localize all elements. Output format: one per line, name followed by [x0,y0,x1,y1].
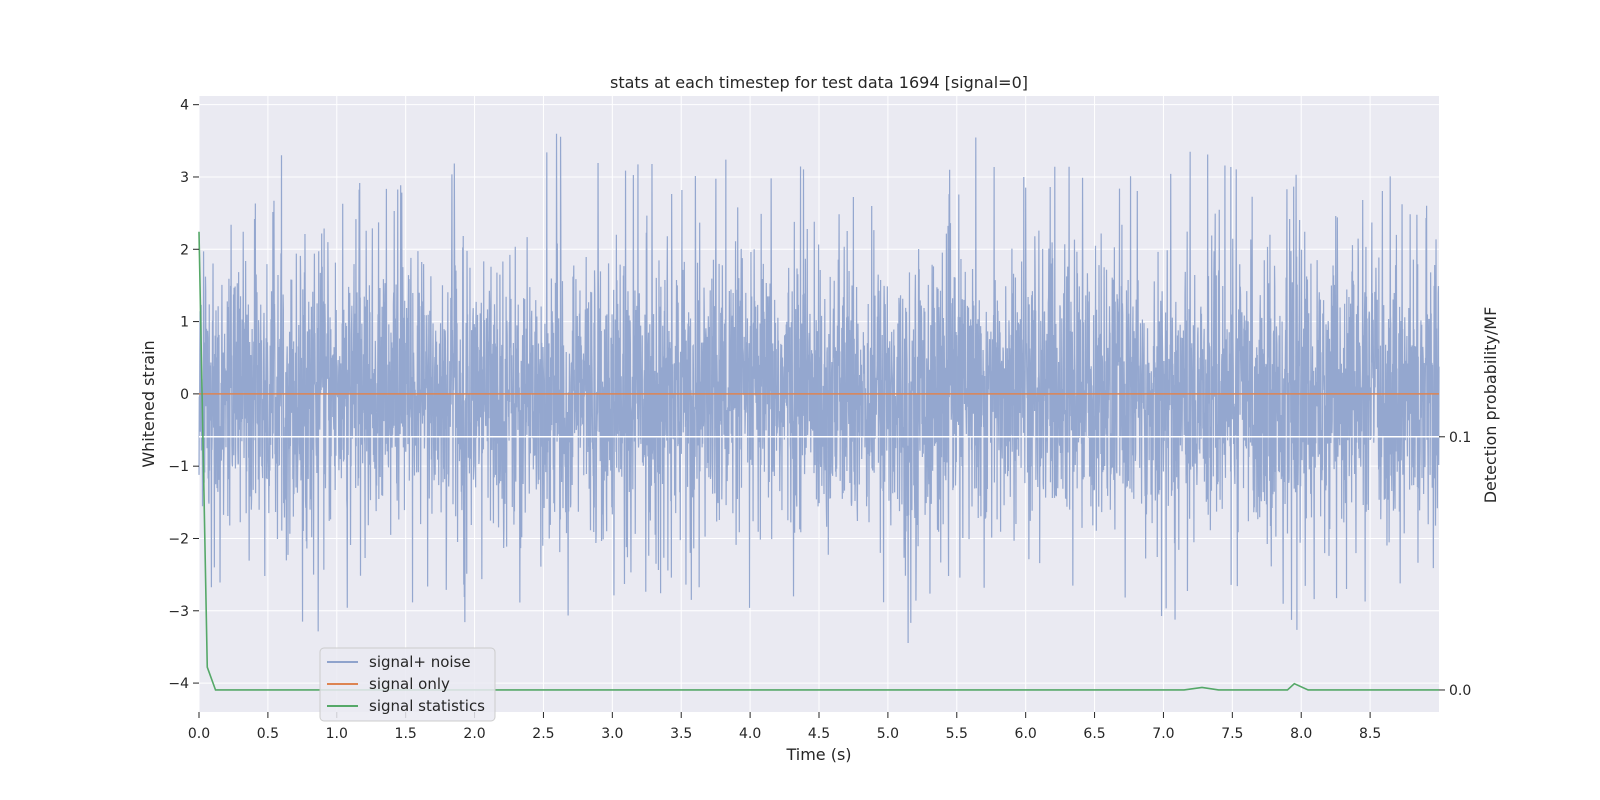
legend: signal+ noise signal only signal statist… [319,647,496,722]
left-y-tick-label-8: −4 [168,676,189,692]
x-tick-label-15: 7.5 [1221,726,1243,742]
series-signal-noise [198,133,1440,644]
right-y-tick-label-0: 0.1 [1449,430,1471,446]
x-axis: 0.0 0.5 1.0 1.5 2.0 2.5 3.0 3.5 4.0 4.5 5.0 5.5 6.0 6… [188,712,1381,742]
x-tick-label-13: 6.5 [1083,726,1105,742]
right-y-tick-label-1: 0.0 [1449,683,1471,699]
legend-box [319,647,496,722]
left-y-axis-label: Whitened strain [139,340,158,467]
x-axis-label: Time (s) [785,745,851,764]
x-tick-label-7: 3.5 [670,726,692,742]
x-tick-label-1: 0.5 [257,726,279,742]
chart-title: stats at each timestep for test data 169… [610,73,1028,92]
right-y-axis: 0.1 0.0 [1439,430,1471,699]
left-y-tick-label-1: 3 [180,170,189,186]
series-signal-statistics [198,231,1439,691]
x-tick-label-6: 3.0 [601,726,623,742]
right-y-axis-label: Detection probability/MF [1481,307,1500,504]
legend-label-signal-noise: signal+ noise [369,653,471,671]
x-tick-label-12: 6.0 [1015,726,1037,742]
x-tick-label-0: 0.0 [188,726,210,742]
legend-label-signal-statistics: signal statistics [369,697,485,715]
x-tick-label-16: 8.0 [1290,726,1312,742]
left-y-tick-label-4: 0 [180,387,189,403]
x-tick-label-14: 7.0 [1152,726,1174,742]
x-tick-label-4: 2.0 [463,726,485,742]
left-y-tick-label-5: −1 [168,459,189,475]
x-tick-label-5: 2.5 [532,726,554,742]
x-tick-label-3: 1.5 [395,726,417,742]
left-y-tick-label-3: 1 [180,315,189,331]
x-tick-label-9: 4.5 [808,726,830,742]
left-y-tick-label-2: 2 [180,242,189,258]
x-tick-label-8: 4.0 [739,726,761,742]
left-y-tick-label-0: 4 [180,98,189,114]
left-y-axis: 4 3 2 1 0 −1 −2 −3 −4 [168,98,199,692]
series-layer [198,133,1440,691]
x-tick-label-17: 8.5 [1359,726,1381,742]
left-y-tick-label-6: −2 [168,531,189,547]
x-tick-label-11: 5.5 [946,726,968,742]
x-tick-label-10: 5.0 [877,726,899,742]
left-y-tick-label-7: −3 [168,604,189,620]
x-tick-label-2: 1.0 [326,726,348,742]
legend-label-signal-only: signal only [369,675,450,693]
